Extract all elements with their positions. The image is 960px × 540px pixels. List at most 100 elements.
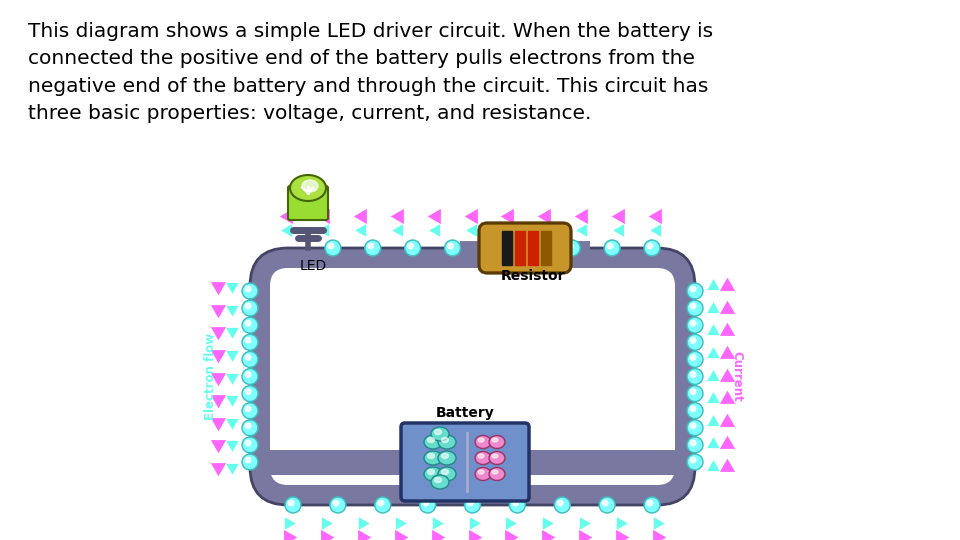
Circle shape: [244, 370, 256, 383]
Circle shape: [602, 500, 608, 506]
Point: [210, 395, 226, 403]
Circle shape: [242, 352, 258, 367]
Circle shape: [556, 498, 568, 511]
Circle shape: [244, 319, 256, 332]
Point: [280, 226, 296, 234]
Point: [719, 440, 734, 449]
Point: [210, 349, 226, 358]
Point: [465, 532, 480, 540]
Circle shape: [324, 240, 341, 256]
Point: [317, 519, 332, 528]
Circle shape: [688, 302, 702, 315]
Point: [719, 463, 734, 471]
Circle shape: [244, 285, 256, 298]
Circle shape: [690, 372, 696, 377]
Point: [428, 532, 444, 540]
Ellipse shape: [424, 451, 442, 465]
Text: Resistor: Resistor: [501, 269, 565, 283]
Circle shape: [687, 317, 703, 333]
Point: [210, 463, 226, 471]
Point: [210, 372, 226, 381]
Circle shape: [242, 300, 258, 316]
Circle shape: [245, 338, 251, 343]
Circle shape: [405, 240, 420, 256]
Circle shape: [406, 241, 420, 254]
Circle shape: [447, 243, 453, 249]
Circle shape: [690, 440, 696, 445]
Circle shape: [644, 497, 660, 513]
Circle shape: [242, 420, 258, 436]
Ellipse shape: [442, 469, 448, 475]
Circle shape: [245, 355, 251, 360]
Point: [280, 519, 296, 528]
Circle shape: [687, 283, 703, 299]
Bar: [541, 231, 551, 265]
Text: LED: LED: [300, 259, 326, 273]
FancyBboxPatch shape: [270, 268, 675, 485]
Point: [502, 532, 517, 540]
Circle shape: [564, 240, 580, 256]
Circle shape: [513, 500, 518, 506]
Ellipse shape: [438, 451, 456, 465]
Point: [502, 226, 517, 234]
FancyBboxPatch shape: [250, 248, 695, 505]
Circle shape: [331, 498, 345, 511]
Circle shape: [647, 500, 653, 506]
Ellipse shape: [302, 180, 318, 192]
FancyBboxPatch shape: [401, 423, 529, 501]
Circle shape: [244, 387, 256, 400]
Circle shape: [244, 456, 256, 469]
Point: [428, 212, 444, 220]
Ellipse shape: [435, 477, 442, 483]
Circle shape: [444, 240, 461, 256]
Point: [354, 519, 370, 528]
Point: [354, 532, 370, 540]
Circle shape: [244, 336, 256, 349]
Circle shape: [688, 319, 702, 332]
Point: [391, 226, 406, 234]
Circle shape: [245, 457, 251, 463]
Point: [225, 349, 240, 358]
Circle shape: [687, 454, 703, 470]
Ellipse shape: [475, 435, 491, 449]
Circle shape: [245, 320, 251, 326]
Circle shape: [688, 438, 702, 451]
Circle shape: [567, 243, 573, 249]
Point: [706, 282, 721, 291]
Circle shape: [245, 423, 251, 429]
Ellipse shape: [489, 468, 505, 481]
Point: [612, 519, 628, 528]
Circle shape: [242, 437, 258, 453]
Circle shape: [468, 500, 473, 506]
Point: [210, 282, 226, 291]
Point: [706, 463, 721, 471]
Point: [719, 305, 734, 313]
Circle shape: [328, 243, 334, 249]
Ellipse shape: [492, 438, 498, 442]
Circle shape: [687, 334, 703, 350]
Point: [391, 532, 406, 540]
Circle shape: [644, 240, 660, 256]
Circle shape: [368, 243, 373, 249]
Ellipse shape: [475, 468, 491, 481]
Ellipse shape: [492, 454, 498, 458]
Circle shape: [687, 437, 703, 453]
Point: [649, 226, 664, 234]
Circle shape: [245, 440, 251, 445]
Circle shape: [245, 372, 251, 377]
Point: [719, 417, 734, 426]
Point: [225, 395, 240, 403]
Circle shape: [408, 243, 414, 249]
Circle shape: [690, 303, 696, 309]
Ellipse shape: [438, 467, 456, 481]
Point: [391, 212, 406, 220]
Circle shape: [333, 500, 339, 506]
Ellipse shape: [478, 454, 484, 458]
Point: [225, 305, 240, 313]
Circle shape: [244, 438, 256, 451]
Point: [428, 519, 444, 528]
Bar: [515, 231, 525, 265]
Circle shape: [688, 353, 702, 366]
Point: [706, 417, 721, 426]
Circle shape: [690, 457, 696, 463]
